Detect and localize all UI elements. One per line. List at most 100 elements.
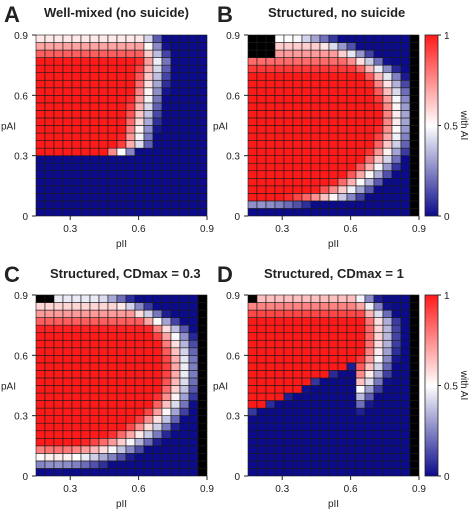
heatmap-cell xyxy=(274,324,285,334)
heatmap-cell xyxy=(80,117,91,126)
heatmap-cell xyxy=(53,453,64,462)
heatmap-cell xyxy=(328,185,339,194)
heatmap-cell xyxy=(98,125,109,134)
heatmap-cell xyxy=(283,422,294,432)
heatmap-cell xyxy=(98,339,109,349)
heatmap-cell xyxy=(188,362,199,371)
heatmap-cell xyxy=(247,125,258,134)
heatmap-cell xyxy=(391,208,402,217)
heatmap-cell xyxy=(247,362,258,371)
panel-title: Structured, CDmax = 0.3 xyxy=(50,266,201,281)
heatmap-cell xyxy=(53,132,64,141)
heatmap-cell xyxy=(319,407,330,416)
heatmap-cell xyxy=(400,57,411,66)
heatmap-cell xyxy=(134,407,145,416)
heatmap-cell xyxy=(337,430,348,439)
x-tick-label: 0.9 xyxy=(412,484,426,495)
heatmap-cell xyxy=(179,422,190,432)
heatmap-cell xyxy=(409,407,420,416)
heatmap-cell xyxy=(116,407,127,416)
heatmap-cell xyxy=(265,140,276,149)
heatmap-cell xyxy=(98,460,109,469)
heatmap-cell xyxy=(256,392,267,401)
heatmap-cell xyxy=(274,460,285,469)
heatmap-cell xyxy=(98,377,109,386)
heatmap-cell xyxy=(247,460,258,469)
heatmap-cell xyxy=(283,347,294,356)
heatmap-cell xyxy=(319,117,330,126)
heatmap-cell xyxy=(373,339,384,349)
heatmap-cell xyxy=(179,87,190,96)
heatmap-cell xyxy=(319,437,330,447)
heatmap-cell xyxy=(319,377,330,386)
heatmap-cell xyxy=(274,193,285,202)
heatmap-cell xyxy=(89,42,100,51)
heatmap-cell xyxy=(107,430,118,439)
heatmap-cell xyxy=(355,57,366,66)
heatmap-cell xyxy=(301,347,312,356)
heatmap-cell xyxy=(53,42,64,51)
heatmap-cell xyxy=(328,200,339,209)
heatmap-cell xyxy=(301,453,312,462)
heatmap-cell xyxy=(35,430,46,439)
heatmap-cell xyxy=(35,155,46,164)
heatmap-cell xyxy=(161,415,172,424)
heatmap-cell xyxy=(44,437,55,447)
heatmap-cell xyxy=(391,79,402,89)
heatmap-cell xyxy=(134,445,145,454)
heatmap-cell xyxy=(301,170,312,179)
heatmap-cell xyxy=(256,453,267,462)
heatmap-cell xyxy=(400,332,411,341)
heatmap-cell xyxy=(71,453,82,462)
heatmap-cell xyxy=(265,200,276,209)
y-axis-label: pAI xyxy=(1,122,16,133)
heatmap-cell xyxy=(355,370,366,379)
heatmap-cell xyxy=(179,453,190,462)
heatmap-cell xyxy=(337,170,348,179)
x-axis-label: pII xyxy=(328,239,339,250)
heatmap-cell xyxy=(143,64,154,74)
heatmap-cell xyxy=(80,370,91,379)
heatmap-cell xyxy=(170,430,181,439)
heatmap-cell xyxy=(35,79,46,89)
heatmap-cell xyxy=(62,309,73,318)
heatmap-cell xyxy=(274,309,285,318)
heatmap-cell xyxy=(80,385,91,394)
heatmap-cell xyxy=(337,400,348,409)
heatmap-cell xyxy=(292,42,303,51)
heatmap-cell xyxy=(125,437,136,447)
heatmap-cell xyxy=(292,309,303,318)
x-tick-label: 0.6 xyxy=(344,224,358,235)
heatmap-cell xyxy=(197,102,208,111)
heatmap-cell xyxy=(274,155,285,164)
heatmap-cell xyxy=(328,95,339,104)
heatmap-cell xyxy=(319,64,330,74)
heatmap-cell xyxy=(247,193,258,202)
heatmap-cell xyxy=(89,34,100,43)
heatmap-cell xyxy=(265,324,276,334)
heatmap-cell xyxy=(310,453,321,462)
heatmap-cell xyxy=(256,64,267,74)
heatmap-cell xyxy=(256,407,267,416)
heatmap-cell xyxy=(283,392,294,401)
heatmap-cell xyxy=(134,72,145,81)
heatmap-cell xyxy=(355,155,366,164)
heatmap-cell xyxy=(391,49,402,58)
heatmap-cell xyxy=(292,302,303,311)
heatmap-cell xyxy=(125,147,136,156)
heatmap-cell xyxy=(382,162,393,172)
heatmap-cell xyxy=(364,392,375,401)
heatmap-cell xyxy=(265,370,276,379)
heatmap-cell xyxy=(62,370,73,379)
heatmap-cell xyxy=(80,317,91,326)
heatmap-cell xyxy=(373,155,384,164)
heatmap-cell xyxy=(373,170,384,179)
heatmap-cell xyxy=(143,193,154,202)
heatmap-cell xyxy=(319,302,330,311)
heatmap-cell xyxy=(152,49,163,58)
heatmap-cell xyxy=(265,193,276,202)
heatmap-cell xyxy=(170,110,181,119)
heatmap-cell xyxy=(134,362,145,371)
heatmap-cell xyxy=(409,140,420,149)
heatmap-cell xyxy=(319,155,330,164)
